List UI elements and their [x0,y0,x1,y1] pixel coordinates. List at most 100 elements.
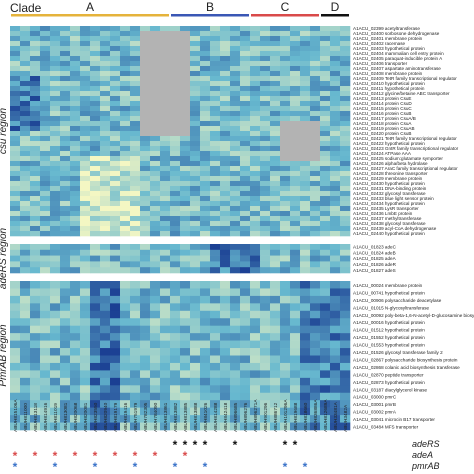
heat-cell [290,101,301,107]
heat-cell [320,66,331,72]
heat-cell [40,196,51,202]
heat-cell [280,86,291,92]
heat-cell [280,171,291,177]
heat-cell [230,41,241,47]
heat-cell [80,166,91,172]
heat-cell [240,295,251,304]
heat-cell [320,86,331,92]
heat-cell [40,41,51,47]
heat-cell [180,318,191,326]
heat-cell [190,36,201,42]
heat-cell [130,116,141,122]
heat-cell [280,46,291,52]
heat-cell [260,151,271,157]
heat-cell [200,126,211,132]
heat-cell [140,333,151,341]
heat-cell [80,116,91,122]
heat-cell [70,362,81,371]
heat-cell [90,295,101,304]
heat-cell [280,288,291,297]
heat-cell [10,370,21,379]
heat-cell [280,261,291,268]
heat-cell [130,136,141,142]
heat-cell [150,255,161,262]
gene-label: A1ACU_02417 protein CsuA/B [353,116,416,121]
heat-cell [230,51,241,57]
gene-label: A1ACU_02413 protein CsuE [353,96,411,101]
heat-cell [60,348,71,356]
gene-label: A1ACU_00741 hypothetical protein [353,290,425,295]
heat-cell [120,136,131,142]
heat-cell [110,415,121,423]
heat-cell [70,166,81,172]
heat-cell [30,116,41,122]
heat-cell [170,249,181,256]
heat-cell [70,370,81,379]
heat-cell [310,106,321,112]
heat-cell [30,196,41,202]
heat-cell [260,171,271,177]
heat-cell [150,141,161,147]
heat-cell [130,392,141,401]
heat-cell [100,161,111,167]
heat-cell [180,186,191,192]
heat-cell [210,36,221,42]
heat-cell [110,318,121,326]
heat-cell [210,26,221,32]
heat-cell [90,355,101,364]
heat-cell [130,26,141,32]
heat-cell [30,415,41,423]
heat-cell [130,206,141,212]
heat-cell [120,131,131,137]
heat-cell [280,415,291,423]
heat-cell [110,116,121,122]
heat-cell [190,407,201,416]
mutation-star-pmrAB: * [93,460,98,474]
heat-cell [250,46,261,52]
heat-cell [20,106,31,112]
heat-cell [230,46,241,52]
heat-cell [280,76,291,82]
heat-cell [80,41,91,47]
heat-cell [270,166,281,172]
gene-label: A1ACU_02434 hypothetical protein [353,201,425,206]
heat-cell [250,41,261,47]
heat-cell [120,196,131,202]
heat-cell [150,267,161,274]
heat-cell [30,111,41,117]
heat-cell [290,86,301,92]
heat-cell [80,51,91,57]
strain-label: ABUH841026 [203,402,209,432]
heat-cell [120,101,131,107]
heat-cell [270,26,281,32]
heat-cell [240,111,251,117]
heat-cell [170,318,181,326]
gene-label: A1ACU_03187 diacylglycerol kinase [353,387,427,392]
heat-cell [30,26,41,32]
heat-cell [210,111,221,117]
heat-cell [260,340,271,349]
heat-cell [200,166,211,172]
heat-cell [230,206,241,212]
heat-cell [20,101,31,107]
region-label: adeRS region [0,227,9,289]
heat-cell [230,310,241,319]
heat-cell [50,91,61,97]
heat-cell [140,261,151,268]
heat-cell [120,261,131,268]
heat-cell [180,348,191,356]
heat-cell [90,71,101,77]
heat-cell [110,96,121,102]
heat-cell [10,340,21,349]
heat-cell [250,288,261,297]
heat-cell [250,61,261,67]
heat-cell [130,281,141,289]
heat-cell [330,91,341,97]
heat-cell [250,51,261,57]
heat-cell [300,422,311,431]
heat-cell [280,355,291,364]
heat-cell [80,333,91,341]
heat-cell [20,151,31,157]
heat-cell [300,400,311,408]
heat-cell [220,116,231,122]
